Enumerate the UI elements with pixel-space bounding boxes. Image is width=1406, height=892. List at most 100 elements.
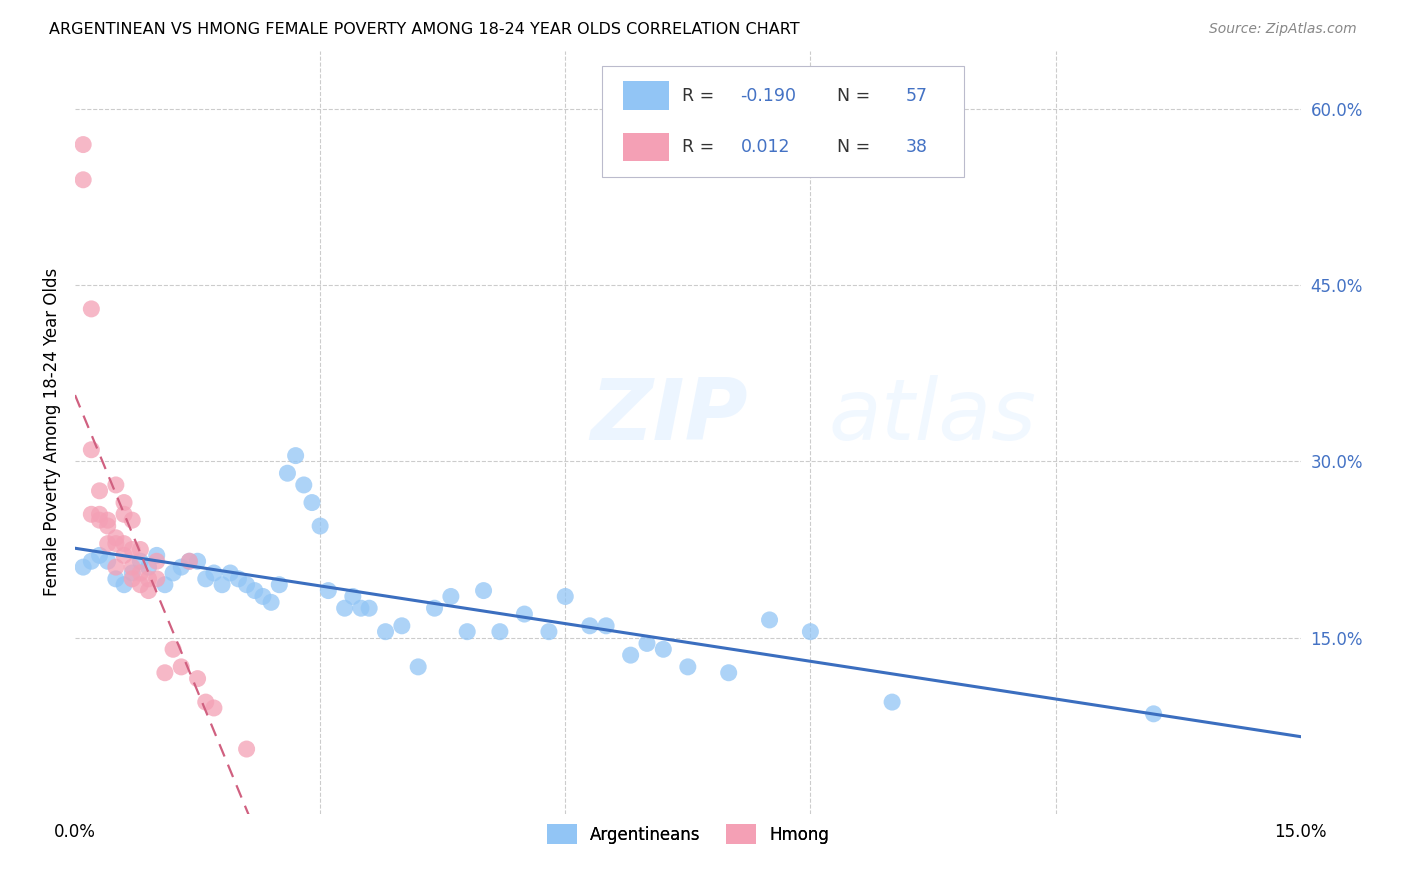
Point	[374, 624, 396, 639]
Text: N =: N =	[827, 87, 876, 104]
Point	[112, 508, 135, 522]
Point	[187, 554, 209, 568]
Point	[162, 642, 184, 657]
Point	[235, 742, 257, 756]
Point	[309, 519, 332, 533]
Point	[194, 572, 217, 586]
Point	[219, 566, 242, 580]
Point	[595, 619, 617, 633]
Text: 38: 38	[905, 138, 928, 156]
Point	[636, 636, 658, 650]
Point	[145, 549, 167, 563]
Point	[179, 554, 201, 568]
Point	[129, 554, 152, 568]
Point	[89, 483, 111, 498]
Point	[112, 495, 135, 509]
Point	[121, 572, 143, 586]
Point	[440, 590, 463, 604]
Point	[513, 607, 536, 621]
Text: atlas: atlas	[828, 376, 1036, 458]
Point	[129, 578, 152, 592]
Point	[170, 660, 193, 674]
Point	[80, 301, 103, 316]
Point	[104, 531, 127, 545]
Point	[72, 173, 94, 187]
Point	[652, 642, 675, 657]
Point	[269, 578, 291, 592]
Text: -0.190: -0.190	[741, 87, 797, 104]
Point	[423, 601, 446, 615]
Point	[138, 572, 160, 586]
Point	[162, 566, 184, 580]
Text: 0.012: 0.012	[741, 138, 790, 156]
Point	[228, 572, 250, 586]
Point	[489, 624, 512, 639]
Point	[243, 583, 266, 598]
Point	[456, 624, 478, 639]
Text: ZIP: ZIP	[589, 376, 748, 458]
Point	[80, 508, 103, 522]
Point	[717, 665, 740, 680]
Text: ARGENTINEAN VS HMONG FEMALE POVERTY AMONG 18-24 YEAR OLDS CORRELATION CHART: ARGENTINEAN VS HMONG FEMALE POVERTY AMON…	[49, 22, 800, 37]
Point	[284, 449, 307, 463]
Point	[252, 590, 274, 604]
Point	[301, 495, 323, 509]
Point	[620, 648, 643, 662]
Point	[202, 701, 225, 715]
FancyBboxPatch shape	[602, 66, 963, 177]
Point	[121, 542, 143, 557]
Point	[194, 695, 217, 709]
Point	[129, 566, 152, 580]
Point	[758, 613, 780, 627]
Point	[104, 536, 127, 550]
Point	[235, 578, 257, 592]
Point	[112, 536, 135, 550]
Point	[80, 442, 103, 457]
Point	[333, 601, 356, 615]
Point	[97, 554, 120, 568]
Point	[97, 536, 120, 550]
Point	[153, 665, 176, 680]
Point	[472, 583, 495, 598]
Point	[121, 513, 143, 527]
Point	[537, 624, 560, 639]
Point	[97, 513, 120, 527]
Point	[260, 595, 283, 609]
Point	[211, 578, 233, 592]
Point	[799, 624, 821, 639]
Text: Source: ZipAtlas.com: Source: ZipAtlas.com	[1209, 22, 1357, 37]
Bar	[623, 81, 669, 110]
Legend: Argentineans, Hmong: Argentineans, Hmong	[540, 817, 835, 851]
Point	[882, 695, 904, 709]
Text: R =: R =	[682, 138, 720, 156]
Point	[138, 583, 160, 598]
Point	[676, 660, 699, 674]
Point	[554, 590, 576, 604]
Point	[292, 478, 315, 492]
Point	[112, 549, 135, 563]
Point	[276, 467, 298, 481]
Point	[72, 137, 94, 152]
Point	[359, 601, 381, 615]
Point	[129, 542, 152, 557]
Point	[121, 560, 143, 574]
Point	[89, 549, 111, 563]
Point	[104, 478, 127, 492]
Point	[104, 572, 127, 586]
Text: 57: 57	[905, 87, 928, 104]
Point	[318, 583, 340, 598]
Point	[1142, 706, 1164, 721]
Point	[121, 566, 143, 580]
Point	[138, 560, 160, 574]
Bar	[623, 133, 669, 161]
Point	[112, 578, 135, 592]
Point	[187, 672, 209, 686]
Point	[342, 590, 364, 604]
Point	[104, 560, 127, 574]
Point	[202, 566, 225, 580]
Point	[406, 660, 429, 674]
Point	[145, 572, 167, 586]
Point	[89, 513, 111, 527]
Y-axis label: Female Poverty Among 18-24 Year Olds: Female Poverty Among 18-24 Year Olds	[44, 268, 60, 596]
Point	[391, 619, 413, 633]
